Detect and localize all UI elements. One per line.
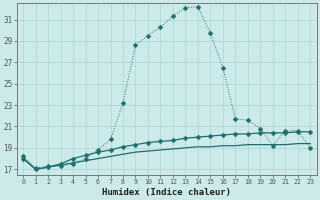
X-axis label: Humidex (Indice chaleur): Humidex (Indice chaleur) (102, 188, 231, 197)
